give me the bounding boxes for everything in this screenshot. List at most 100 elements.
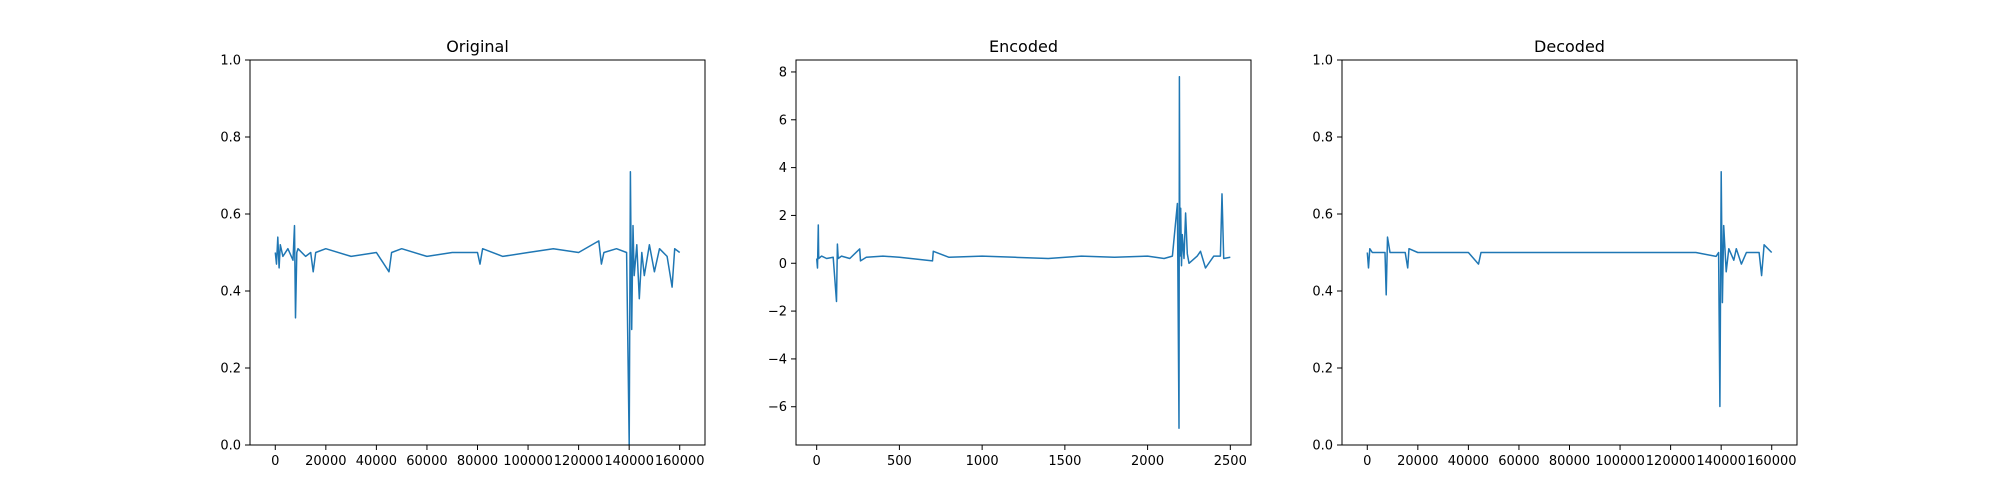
y-tick-label: 0.8 — [220, 131, 241, 146]
y-tick: 0.4 — [1312, 285, 1342, 300]
y-tick: 4 — [779, 161, 796, 176]
y-tick-label: 2 — [779, 209, 787, 224]
y-tick-label: 0.2 — [220, 362, 241, 377]
y-axis-ticks: −6 −4 −2 0 2 4 6 8 — [768, 65, 796, 415]
y-axis-ticks: 0.0 0.2 0.4 0.6 0.8 1.0 — [1312, 54, 1342, 454]
y-tick-label: 0 — [779, 257, 787, 272]
y-tick: 2 — [779, 209, 796, 224]
y-tick-label: 8 — [779, 65, 787, 80]
axes-frame — [249, 59, 706, 446]
x-tick-label: 120000 — [554, 454, 604, 469]
y-tick: −2 — [768, 305, 796, 320]
y-tick: 0.2 — [220, 362, 250, 377]
x-tick: 120000 — [554, 445, 604, 469]
y-tick-label: 0.4 — [1312, 285, 1333, 300]
x-tick-label: 2000 — [1131, 454, 1164, 469]
y-tick-label: −2 — [768, 305, 787, 320]
x-axis-ticks: 0 20000 40000 60000 80000 100000 120000 140000 1… — [271, 445, 705, 469]
y-tick: 0.8 — [1312, 131, 1342, 146]
x-tick: 140000 — [1696, 445, 1746, 469]
x-tick: 2000 — [1131, 445, 1164, 469]
y-tick: 6 — [779, 113, 796, 128]
chart-encoded: Encoded 0 500 1000 1500 2000 2500 −6 −4 −2 0 2 4 6 8 — [768, 37, 1252, 469]
x-tick-label: 0 — [271, 454, 279, 469]
x-tick: 60000 — [1498, 445, 1540, 469]
x-tick: 160000 — [1747, 445, 1797, 469]
x-tick: 2500 — [1214, 445, 1247, 469]
x-axis-ticks: 0 500 1000 1500 2000 2500 — [813, 445, 1247, 469]
y-tick-label: 0.6 — [1312, 208, 1333, 223]
x-tick-label: 120000 — [1646, 454, 1696, 469]
x-tick-label: 20000 — [1397, 454, 1438, 469]
y-tick: 0.6 — [1312, 208, 1342, 223]
x-tick: 20000 — [305, 445, 347, 469]
x-tick: 160000 — [655, 445, 705, 469]
y-tick-label: 0.0 — [220, 439, 241, 454]
x-tick-label: 100000 — [503, 454, 553, 469]
x-tick: 100000 — [1595, 445, 1645, 469]
x-tick-label: 20000 — [305, 454, 346, 469]
y-tick: 0.6 — [220, 208, 250, 223]
y-tick-label: 4 — [779, 161, 787, 176]
x-tick-label: 60000 — [1498, 454, 1539, 469]
x-tick: 100000 — [503, 445, 553, 469]
y-tick: 0.0 — [220, 439, 250, 454]
y-tick: −6 — [768, 400, 796, 415]
y-tick: 1.0 — [220, 54, 250, 69]
x-tick: 120000 — [1646, 445, 1696, 469]
y-axis-ticks: 0.0 0.2 0.4 0.6 0.8 1.0 — [220, 54, 250, 454]
chart-decoded: Decoded 0 20000 40000 60000 80000 100000 12000… — [1312, 37, 1798, 469]
x-tick: 0 — [813, 445, 821, 469]
x-tick: 0 — [271, 445, 279, 469]
x-axis-ticks: 0 20000 40000 60000 80000 100000 120000 140000 1… — [1363, 445, 1797, 469]
x-tick: 40000 — [356, 445, 397, 469]
x-tick: 500 — [887, 445, 912, 469]
x-tick-label: 0 — [1363, 454, 1371, 469]
chart-title: Original — [446, 37, 509, 56]
axes-frame — [795, 59, 1252, 446]
y-tick-label: 0.6 — [220, 208, 241, 223]
x-tick: 0 — [1363, 445, 1371, 469]
x-tick-label: 60000 — [406, 454, 447, 469]
x-tick-label: 80000 — [1549, 454, 1590, 469]
x-tick-label: 160000 — [1747, 454, 1797, 469]
x-tick-label: 2500 — [1214, 454, 1247, 469]
y-tick: −4 — [768, 352, 796, 367]
y-tick-label: 0.4 — [220, 285, 241, 300]
x-tick: 20000 — [1397, 445, 1439, 469]
plot-area — [815, 75, 1231, 430]
y-tick-label: 0.0 — [1312, 439, 1333, 454]
y-tick-label: 0.8 — [1312, 131, 1333, 146]
y-tick-label: 1.0 — [1312, 54, 1333, 69]
x-tick: 1500 — [1048, 445, 1081, 469]
x-tick-label: 1500 — [1048, 454, 1081, 469]
chart-title: Encoded — [989, 37, 1058, 56]
x-tick: 80000 — [1549, 445, 1590, 469]
x-tick: 40000 — [1448, 445, 1489, 469]
plot-area — [1366, 170, 1773, 408]
x-tick: 1000 — [966, 445, 999, 469]
x-tick-label: 40000 — [1448, 454, 1489, 469]
x-tick-label: 140000 — [604, 454, 654, 469]
axes-frame — [1341, 59, 1798, 446]
x-tick: 140000 — [604, 445, 654, 469]
y-tick-label: −4 — [768, 352, 787, 367]
x-tick-label: 80000 — [457, 454, 498, 469]
chart-original: Original 0 20000 40000 60000 80000 100000 1200… — [220, 37, 706, 469]
x-tick-label: 0 — [813, 454, 821, 469]
y-tick-label: 6 — [779, 113, 787, 128]
x-tick: 80000 — [457, 445, 498, 469]
y-tick: 0.8 — [220, 131, 250, 146]
series-line — [274, 170, 681, 446]
x-tick-label: 160000 — [655, 454, 705, 469]
y-tick: 1.0 — [1312, 54, 1342, 69]
x-tick-label: 100000 — [1595, 454, 1645, 469]
y-tick-label: 0.2 — [1312, 362, 1333, 377]
y-tick: 0.2 — [1312, 362, 1342, 377]
series-line — [815, 75, 1231, 430]
y-tick: 0.4 — [220, 285, 250, 300]
x-tick: 60000 — [406, 445, 448, 469]
y-tick: 0 — [779, 257, 796, 272]
x-tick-label: 1000 — [966, 454, 999, 469]
